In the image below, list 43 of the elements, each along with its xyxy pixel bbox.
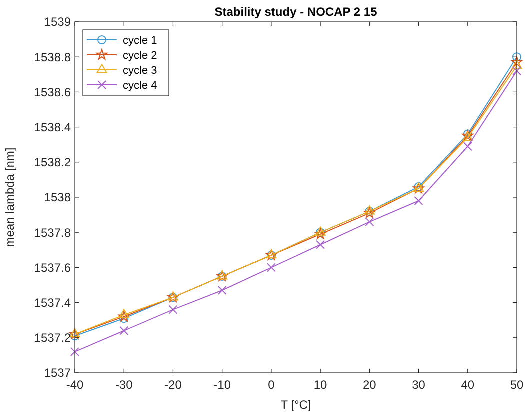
legend-label: cycle 4 <box>123 80 158 92</box>
point <box>365 218 374 227</box>
y-tick-label: 1538.2 <box>34 156 72 170</box>
y-tick-label: 1539 <box>44 15 72 30</box>
y-tick-label: 1537.2 <box>34 331 72 346</box>
x-tick-label: -40 <box>66 378 84 392</box>
point <box>118 309 130 318</box>
point <box>316 240 326 250</box>
y-tick-label: 1538.8 <box>34 50 72 64</box>
x-tick-label: 40 <box>461 378 475 392</box>
y-tick-label: 1538.4 <box>34 120 72 134</box>
x-tick-label: -10 <box>214 378 232 392</box>
legend-label: cycle 2 <box>123 50 158 62</box>
x-tick-label: -30 <box>115 378 134 392</box>
x-tick-label: -20 <box>164 378 182 392</box>
point <box>463 142 472 152</box>
chart-title: Stability study - NOCAP 2 15 <box>214 5 378 19</box>
point <box>118 311 130 322</box>
y-tick-label: 1538.6 <box>34 85 72 100</box>
y-axis-title: mean lambda [nm] <box>3 148 17 248</box>
point <box>414 196 424 206</box>
legend-label: cycle 1 <box>123 34 158 47</box>
y-tick-label: 1537.6 <box>34 260 72 275</box>
x-tick-label: 10 <box>314 378 328 392</box>
point <box>218 286 227 296</box>
x-tick-label: 0 <box>268 378 276 392</box>
point <box>70 347 80 356</box>
y-tick-label: 1537.8 <box>34 226 72 240</box>
x-tick-label: 50 <box>510 378 524 392</box>
point <box>512 66 522 76</box>
point <box>511 56 523 68</box>
point <box>512 60 522 70</box>
y-tick-label: 1537.4 <box>34 296 72 310</box>
x-tick-label: 30 <box>412 378 426 392</box>
point <box>266 263 276 272</box>
x-axis-title: T [°C] <box>280 398 312 412</box>
y-tick-label: 1537 <box>44 366 72 380</box>
point <box>168 305 178 314</box>
x-tick-label: 20 <box>362 378 377 392</box>
legend-label: cycle 3 <box>123 64 158 77</box>
point <box>512 52 522 62</box>
y-tick-label: 1538 <box>44 190 72 205</box>
point <box>120 326 129 336</box>
